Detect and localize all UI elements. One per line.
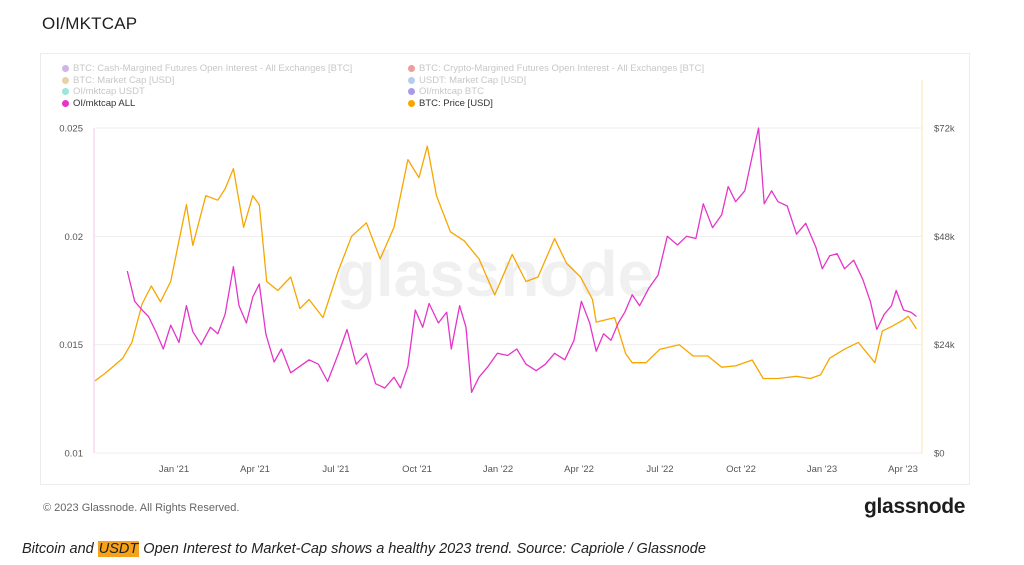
legend-dot-icon — [62, 99, 69, 107]
legend-item[interactable]: BTC: Market Cap [USD] — [62, 75, 174, 86]
caption-text-end: Open Interest to Market-Cap shows a heal… — [139, 541, 706, 557]
x-tick-label: Jan '23 — [807, 464, 837, 475]
x-tick-label: Jul '21 — [322, 464, 349, 475]
legend-label: BTC: Market Cap [USD] — [73, 74, 175, 86]
right-axis: $0 $24k $48k $72k — [934, 124, 955, 460]
legend-label: OI/mktcap USDT — [73, 86, 145, 97]
legend-label: BTC: Price [USD] — [419, 97, 493, 109]
x-tick-label: Oct '21 — [402, 464, 432, 475]
chart-frame — [40, 53, 970, 485]
left-axis: 0.01 0.015 0.02 0.025 — [59, 124, 83, 460]
caption-text-start: Bitcoin and — [22, 541, 98, 557]
page-title: OI/MKTCAP — [42, 14, 138, 33]
x-tick-label: Apr '23 — [888, 464, 918, 475]
y-left-tick-label: 0.01 — [65, 449, 84, 460]
legend-item[interactable]: BTC: Price [USD] — [408, 98, 493, 109]
legend-item[interactable]: OI/mktcap BTC — [408, 86, 484, 97]
y-right-tick-label: $0 — [934, 449, 945, 460]
legend-item[interactable]: OI/mktcap ALL — [62, 98, 135, 109]
legend-dot-icon — [62, 88, 69, 95]
legend-label: OI/mktcap BTC — [419, 86, 484, 97]
legend-dot-icon — [408, 65, 415, 72]
x-tick-label: Jul '22 — [646, 464, 673, 475]
image-caption: Bitcoin and USDT Open Interest to Market… — [22, 541, 706, 557]
y-left-tick-label: 0.02 — [65, 232, 84, 243]
legend-item[interactable]: BTC: Cash-Margined Futures Open Interest… — [62, 63, 352, 74]
y-right-tick-label: $72k — [934, 124, 955, 135]
y-left-tick-label: 0.025 — [59, 124, 83, 135]
caption-highlight-usdt[interactable]: USDT — [97, 541, 140, 557]
series-line-btc-price[interactable] — [94, 145, 918, 382]
legend-item[interactable]: USDT: Market Cap [USD] — [408, 75, 526, 86]
legend-dot-icon — [408, 99, 415, 107]
series-layer — [93, 80, 923, 453]
legend-item[interactable]: BTC: Crypto-Margined Futures Open Intere… — [408, 63, 704, 74]
x-tick-label: Jan '21 — [159, 464, 189, 475]
legend-label: USDT: Market Cap [USD] — [419, 74, 527, 86]
x-tick-label: Jan '22 — [483, 464, 513, 475]
y-right-tick-label: $24k — [934, 340, 955, 351]
legend-dot-icon — [408, 76, 415, 84]
y-right-tick-label: $48k — [934, 232, 955, 243]
x-axis: Jan '21 Apr '21 Jul '21 Oct '21 Jan '22 Apr '… — [159, 464, 918, 475]
y-left-tick-label: 0.015 — [59, 340, 83, 351]
glassnode-logo[interactable]: glassnode — [864, 495, 966, 518]
legend-dot-icon — [62, 76, 69, 84]
watermark: glassnode — [337, 238, 654, 310]
x-tick-label: Apr '21 — [240, 464, 270, 475]
legend-label: OI/mktcap ALL — [73, 97, 136, 109]
legend-dot-icon — [408, 88, 415, 95]
copyright-text: © 2023 Glassnode. All Rights Reserved. — [43, 502, 240, 514]
grid-layer — [95, 127, 922, 454]
legend-dot-icon — [62, 65, 69, 72]
x-tick-label: Apr '22 — [564, 464, 594, 475]
series-line-oi-mktcap-all[interactable] — [126, 127, 917, 393]
legend-label: BTC: Crypto-Margined Futures Open Intere… — [419, 63, 705, 74]
legend-label: BTC: Cash-Margined Futures Open Interest… — [73, 63, 353, 74]
x-tick-label: Oct '22 — [726, 464, 756, 475]
legend-item[interactable]: OI/mktcap USDT — [62, 86, 145, 97]
